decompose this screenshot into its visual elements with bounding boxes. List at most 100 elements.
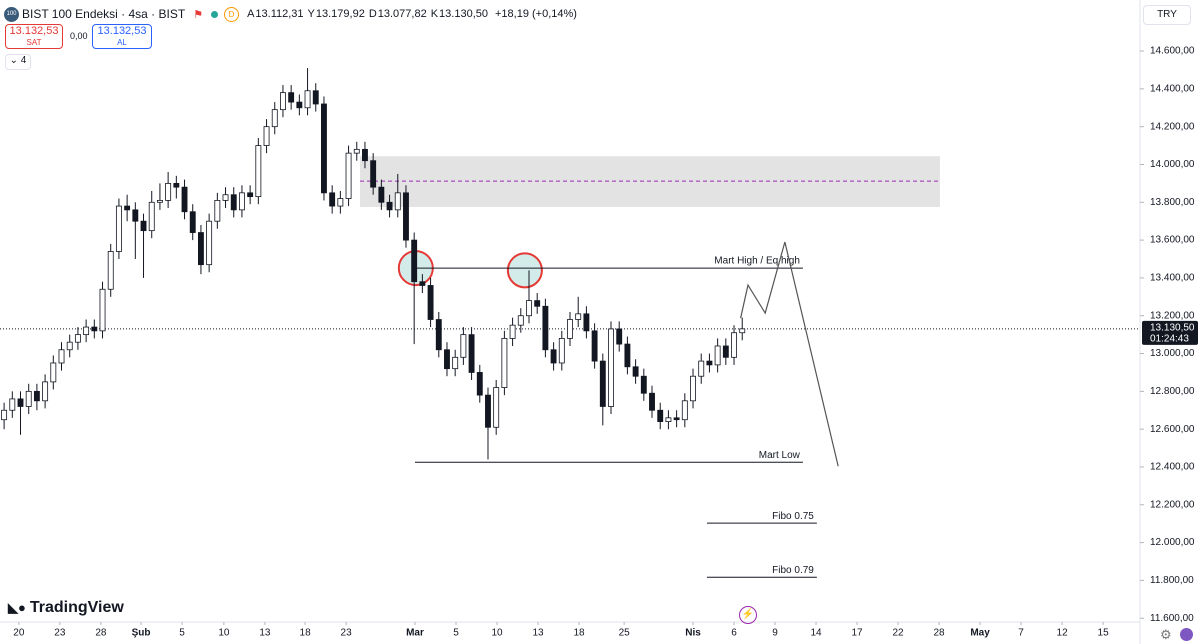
status: D — [224, 6, 240, 22]
candle-body — [534, 300, 541, 307]
candle-body — [517, 315, 524, 326]
y-tick-label: 13.000,00 — [1150, 348, 1195, 359]
highlight-circle — [506, 252, 543, 289]
candle-body — [558, 338, 565, 364]
candle-body — [501, 338, 508, 388]
buy-button[interactable]: 13.132,53 AL — [92, 24, 152, 49]
candle-body — [83, 326, 90, 336]
ohlc-value: 13.112,31 — [255, 8, 304, 20]
candle-body — [345, 152, 352, 199]
candle-body — [567, 319, 573, 339]
candle-body — [624, 343, 631, 368]
level-label: Fibo 0.79 — [772, 565, 814, 576]
candle-body — [42, 381, 49, 402]
x-tick-label: 10 — [491, 628, 503, 639]
candle-body — [329, 192, 336, 207]
candle-body — [526, 300, 532, 317]
candle-body — [91, 326, 98, 332]
candle-body — [1, 409, 8, 421]
candle-body — [739, 328, 746, 334]
currency[interactable]: TRY — [1143, 5, 1191, 25]
ohlc: A13.112,31 Y13.179,92 D13.077,82 K13.130,50 — [247, 8, 492, 20]
indicators-toggle[interactable]: ⌄ 4 — [5, 54, 31, 70]
x-tick-label: 10 — [218, 628, 230, 639]
candle-body — [353, 148, 360, 154]
candle-body — [370, 160, 377, 188]
candle-body — [386, 201, 393, 211]
candle-body — [124, 205, 131, 211]
candle-body — [657, 409, 664, 422]
candle-body — [468, 334, 475, 373]
x-tick-label: 13 — [259, 628, 271, 639]
candle-body — [362, 148, 368, 162]
candle-body — [706, 360, 713, 366]
ohlc-key: D — [368, 8, 377, 20]
sell-label: SAT — [26, 38, 42, 47]
x-tick-label: 23 — [54, 628, 66, 639]
x-tick-label: 7 — [1018, 628, 1024, 639]
candle-body — [280, 92, 286, 111]
candle-body — [460, 334, 467, 358]
candle-body — [411, 239, 418, 283]
candle-body — [140, 220, 147, 232]
candle-body — [66, 341, 73, 351]
x-tick-label: 6 — [731, 628, 737, 639]
candle-body — [271, 109, 278, 128]
candle-body — [665, 417, 672, 422]
candle-body — [509, 324, 516, 339]
candle-body — [378, 186, 385, 203]
candle-body — [165, 182, 172, 201]
y-tick-label: 13.200,00 — [1150, 310, 1195, 321]
candle-body — [427, 285, 434, 320]
alert-icon[interactable]: ⚡ — [739, 606, 757, 624]
candle-body — [288, 92, 295, 103]
x-tick-label: 18 — [573, 628, 585, 639]
dot — [211, 10, 219, 18]
x-tick-label: 12 — [1057, 628, 1069, 639]
y-tick-label: 14.000,00 — [1150, 159, 1195, 170]
y-tick-label: 11.800,00 — [1150, 575, 1194, 586]
y-tick-label: 13.800,00 — [1150, 197, 1195, 208]
y-tick-label: 12.400,00 — [1150, 462, 1195, 473]
candle-body — [632, 366, 639, 377]
candle-body — [673, 417, 680, 421]
candle-body — [148, 201, 155, 232]
candle-body — [731, 332, 737, 358]
x-tick-label: 5 — [179, 628, 185, 639]
symbol[interactable]: BIST 100 Endeksi · 4sa · BIST — [22, 7, 186, 21]
y-tick-label: 13.600,00 — [1150, 235, 1195, 246]
candle-body — [698, 360, 705, 377]
projection-path — [740, 241, 839, 467]
profile-icon[interactable] — [1180, 628, 1193, 641]
x-tick-label: 20 — [13, 628, 25, 639]
candle-body — [550, 349, 557, 364]
candle-body — [485, 394, 491, 428]
brand[interactable]: ◣● TradingView — [8, 599, 124, 617]
candle-body — [444, 349, 450, 370]
candle-body — [722, 345, 729, 358]
candle-body — [312, 90, 319, 105]
candle-body — [403, 192, 409, 241]
sell-button[interactable]: 13.132,53 SAT — [5, 24, 63, 49]
candle-body — [74, 334, 81, 343]
x-tick-label: 23 — [341, 628, 353, 639]
buy-label: AL — [117, 38, 127, 47]
y-tick-label: 12.800,00 — [1150, 386, 1195, 397]
candle-body — [181, 186, 188, 213]
sell-price: 13.132,53 — [9, 25, 59, 37]
candle-body — [321, 103, 327, 194]
settings-icon[interactable]: ⚙ — [1160, 627, 1172, 642]
flag[interactable]: ⚑ — [193, 8, 204, 21]
y-tick-label: 12.600,00 — [1150, 424, 1195, 435]
candle-body — [58, 349, 65, 364]
candle-body — [115, 205, 122, 252]
candle-body — [33, 390, 40, 402]
ohlc-value: 13.130,50 — [439, 8, 488, 20]
candle-body — [17, 398, 24, 407]
x-tick-label: 5 — [453, 628, 459, 639]
candle-body — [583, 313, 590, 332]
candle-body — [304, 90, 311, 109]
brand-name: TradingView — [29, 599, 124, 616]
brand-icon: ◣● — [8, 600, 26, 615]
